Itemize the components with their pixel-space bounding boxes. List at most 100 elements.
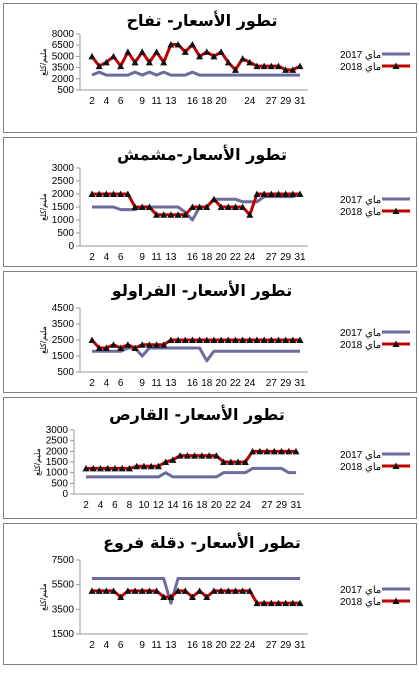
y-tick-label: 1500 [52, 202, 75, 213]
data-point-2018 [210, 195, 218, 203]
y-tick-label: 2500 [46, 436, 69, 447]
data-point-2018 [296, 62, 304, 70]
x-tick-label: 24 [244, 96, 256, 107]
series-line-2017 [91, 70, 300, 77]
x-tick-label: 10 [138, 500, 150, 511]
data-point-2018 [231, 336, 239, 343]
data-point-2018 [95, 62, 103, 70]
y-tick-label: 500 [57, 367, 74, 378]
legend-marker [392, 62, 400, 69]
data-point-2018 [282, 336, 290, 343]
data-point-2018 [217, 336, 225, 343]
data-point-2018 [153, 587, 161, 594]
data-point-2018 [239, 336, 247, 343]
data-point-2018 [282, 599, 290, 607]
x-tick-label: 16 [182, 500, 194, 511]
y-tick-label: 2000 [46, 446, 69, 457]
data-point-2018 [89, 464, 97, 472]
chart-panel-apricot: تطور الأسعار-مشمش 3000 2500 2000 1500 1000 500… [3, 137, 417, 267]
x-tick-label: 4 [98, 500, 104, 511]
data-point-2018 [260, 599, 268, 607]
data-point-2018 [231, 203, 239, 210]
data-point-2018 [96, 464, 104, 472]
x-tick-label: 18 [196, 500, 208, 511]
series-line-2017 [86, 466, 296, 479]
data-point-2018 [131, 344, 139, 351]
data-point-2018 [224, 58, 232, 66]
x-tick-label: 24 [244, 252, 256, 263]
data-point-2018 [82, 464, 90, 472]
data-point-2018 [154, 462, 162, 470]
data-point-2018 [282, 190, 290, 197]
chart-panel-strawberry: تطور الأسعار- الفراولو 4500 3500 2500 1500 50… [3, 271, 417, 393]
data-point-2018 [253, 190, 261, 197]
y-tick-label: 1500 [52, 629, 75, 640]
x-tick-label: 27 [266, 96, 278, 107]
x-tick-label: 4 [104, 96, 110, 107]
legend-marker [392, 597, 400, 604]
data-point-2018 [203, 593, 211, 600]
data-point-2018 [210, 587, 218, 594]
x-tick-label: 12 [153, 500, 165, 511]
data-point-2018 [131, 587, 139, 594]
x-tick-label: 22 [230, 252, 242, 263]
data-point-2018 [296, 336, 304, 343]
data-point-2018 [145, 203, 153, 210]
data-point-2018 [260, 62, 268, 70]
data-point-2018 [220, 458, 228, 465]
data-point-2018 [110, 587, 118, 594]
y-tick-label: 500 [57, 228, 74, 239]
x-tick-label: 9 [139, 378, 145, 389]
x-tick-label: 2 [89, 96, 95, 107]
x-tick-label: 6 [118, 96, 124, 107]
data-point-2018 [174, 211, 182, 218]
data-point-2018 [224, 587, 232, 594]
chart-svg-apple: تطور الأسعار- تفاح 8000650050003500200050… [39, 11, 410, 107]
data-point-2018 [274, 190, 282, 197]
x-tick-label: 11 [151, 252, 162, 263]
legend-marker [392, 207, 400, 214]
x-tick-label: 18 [201, 378, 213, 389]
data-point-2018 [95, 344, 103, 351]
data-point-2018 [153, 341, 161, 348]
data-point-2018 [153, 211, 161, 218]
y-tick-label: 1500 [52, 351, 75, 362]
data-point-2018 [145, 341, 153, 348]
data-point-2018 [246, 58, 254, 66]
chart-panel-apple: تطور الأسعار- تفاح 8000 6500 5000 3500 2000 50… [3, 3, 417, 133]
y-tick-label: 6500 [52, 40, 75, 51]
x-tick-label: 13 [165, 640, 177, 651]
y-axis-label: مليم/كلغ [33, 448, 42, 476]
data-point-2018 [210, 52, 218, 60]
legend-label: ماي 2018 [340, 207, 381, 218]
data-point-2018 [231, 66, 239, 73]
data-point-2018 [174, 587, 182, 594]
legend-label: ماي 2018 [340, 340, 381, 351]
data-point-2018 [253, 62, 261, 70]
chart-title: تطور الأسعار- القارص [109, 405, 285, 424]
x-tick-label: 16 [187, 96, 199, 107]
data-point-2018 [124, 48, 132, 55]
data-point-2018 [110, 341, 118, 348]
data-point-2018 [118, 464, 126, 472]
chart-svg-dates: تطور الأسعار- دقلة فروع 7500 5500 3500 1500 م… [39, 533, 410, 651]
series-line-2017 [92, 346, 300, 363]
data-point-2018 [95, 587, 103, 594]
y-tick-label: 8000 [52, 29, 75, 40]
series-line-2018 [92, 589, 300, 605]
data-point-2018 [217, 48, 225, 55]
x-tick-label: 20 [216, 252, 228, 263]
legend-label: ماي 2017 [340, 585, 381, 596]
x-tick-label: 13 [165, 378, 177, 389]
data-point-2018 [181, 48, 189, 55]
data-point-2018 [196, 587, 204, 594]
data-point-2018 [253, 336, 261, 343]
y-tick-label: 2000 [52, 189, 75, 200]
legend-label: ماي 2018 [340, 462, 381, 473]
data-point-2018 [274, 336, 282, 343]
x-tick-label: 22 [225, 500, 237, 511]
legend-label: ماي 2017 [340, 328, 381, 339]
x-tick-label: 22 [230, 378, 242, 389]
data-point-2018 [183, 452, 191, 459]
chart-panel-dates: تطور الأسعار- دقلة فروع 7500 5500 3500 1500 م… [3, 523, 417, 665]
